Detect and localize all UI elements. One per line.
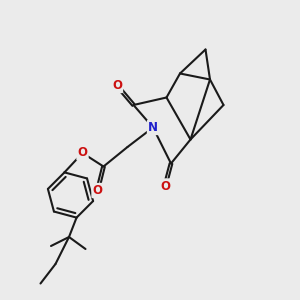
Text: O: O bbox=[160, 179, 170, 193]
Text: O: O bbox=[112, 79, 122, 92]
Text: O: O bbox=[92, 184, 103, 197]
Text: N: N bbox=[148, 121, 158, 134]
Text: O: O bbox=[77, 146, 88, 160]
